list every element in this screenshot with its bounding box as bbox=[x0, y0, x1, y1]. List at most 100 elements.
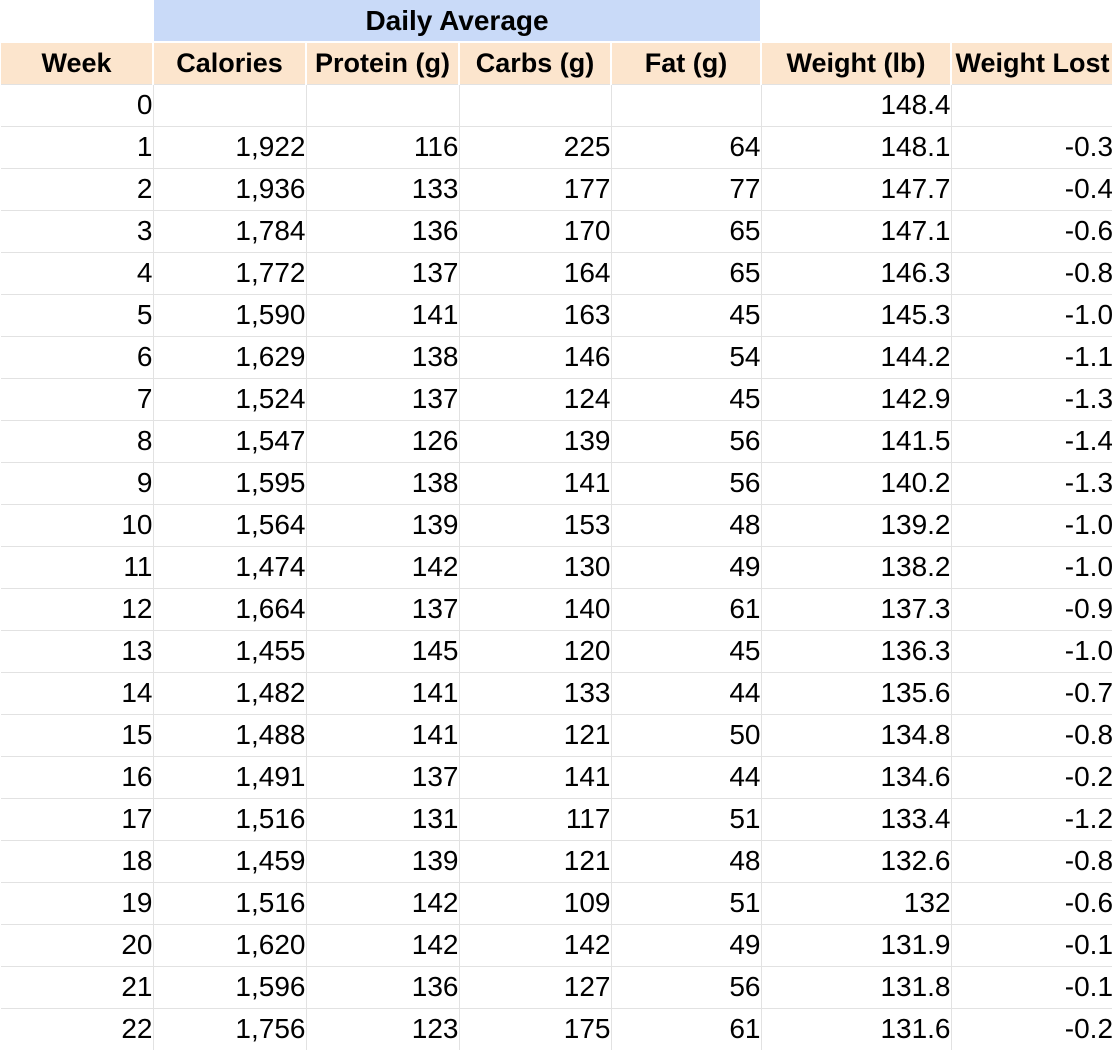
cell-carbs-g[interactable]: 141 bbox=[458, 461, 612, 505]
cell-week[interactable]: 1 bbox=[1, 125, 154, 169]
cell-calories[interactable]: 1,936 bbox=[152, 167, 307, 211]
cell-calories[interactable]: 1,491 bbox=[152, 755, 307, 799]
cell-weight-lost[interactable]: -0.8 bbox=[950, 839, 1112, 883]
cell-weight-lost[interactable]: -1.0 bbox=[950, 545, 1112, 589]
cell-protein-g[interactable]: 131 bbox=[305, 797, 460, 841]
cell-weight-lb[interactable]: 131.9 bbox=[760, 923, 952, 967]
cell-calories[interactable]: 1,922 bbox=[152, 125, 307, 169]
cell-week[interactable]: 14 bbox=[1, 671, 154, 715]
cell-calories[interactable]: 1,474 bbox=[152, 545, 307, 589]
cell-weight-lb[interactable]: 133.4 bbox=[760, 797, 952, 841]
empty-cell[interactable] bbox=[0, 0, 154, 43]
cell-carbs-g[interactable]: 164 bbox=[458, 251, 612, 295]
cell-carbs-g[interactable]: 121 bbox=[458, 839, 612, 883]
cell-weight-lost[interactable]: -0.1 bbox=[950, 923, 1112, 967]
cell-fat-g[interactable]: 65 bbox=[610, 209, 762, 253]
cell-weight-lost[interactable]: -0.9 bbox=[950, 587, 1112, 631]
cell-weight-lost[interactable]: -1.0 bbox=[950, 629, 1112, 673]
cell-protein-g[interactable]: 142 bbox=[305, 545, 460, 589]
column-header-week[interactable]: Week bbox=[1, 41, 154, 85]
cell-carbs-g[interactable]: 140 bbox=[458, 587, 612, 631]
cell-carbs-g[interactable]: 121 bbox=[458, 713, 612, 757]
cell-weight-lb[interactable]: 141.5 bbox=[760, 419, 952, 463]
cell-weight-lb[interactable]: 136.3 bbox=[760, 629, 952, 673]
cell-weight-lost[interactable]: -1.0 bbox=[950, 293, 1112, 337]
cell-week[interactable]: 3 bbox=[1, 209, 154, 253]
cell-week[interactable]: 22 bbox=[1, 1007, 154, 1050]
cell-week[interactable]: 9 bbox=[1, 461, 154, 505]
cell-carbs-g[interactable]: 141 bbox=[458, 755, 612, 799]
cell-week[interactable]: 8 bbox=[1, 419, 154, 463]
cell-week[interactable]: 20 bbox=[1, 923, 154, 967]
cell-calories[interactable]: 1,620 bbox=[152, 923, 307, 967]
empty-cell[interactable] bbox=[760, 0, 1112, 43]
cell-fat-g[interactable]: 61 bbox=[610, 1007, 762, 1050]
cell-week[interactable]: 0 bbox=[1, 83, 154, 127]
column-header-calories[interactable]: Calories bbox=[152, 41, 307, 85]
cell-carbs-g[interactable]: 130 bbox=[458, 545, 612, 589]
cell-fat-g[interactable]: 56 bbox=[610, 461, 762, 505]
cell-protein-g[interactable]: 138 bbox=[305, 461, 460, 505]
cell-weight-lost[interactable]: -1.1 bbox=[950, 335, 1112, 379]
cell-weight-lost[interactable]: -0.1 bbox=[950, 965, 1112, 1009]
cell-protein-g[interactable]: 145 bbox=[305, 629, 460, 673]
cell-weight-lost[interactable]: -0.2 bbox=[950, 1007, 1112, 1050]
cell-week[interactable]: 6 bbox=[1, 335, 154, 379]
cell-fat-g[interactable]: 44 bbox=[610, 755, 762, 799]
cell-fat-g[interactable]: 54 bbox=[610, 335, 762, 379]
cell-carbs-g[interactable]: 127 bbox=[458, 965, 612, 1009]
cell-protein-g[interactable]: 142 bbox=[305, 881, 460, 925]
group-header-daily-average[interactable]: Daily Average bbox=[151, 0, 763, 43]
cell-calories[interactable]: 1,455 bbox=[152, 629, 307, 673]
cell-protein-g[interactable]: 138 bbox=[305, 335, 460, 379]
cell-calories[interactable]: 1,590 bbox=[152, 293, 307, 337]
cell-week[interactable]: 21 bbox=[1, 965, 154, 1009]
cell-carbs-g[interactable]: 139 bbox=[458, 419, 612, 463]
cell-protein-g[interactable]: 136 bbox=[305, 965, 460, 1009]
cell-weight-lost[interactable]: -0.3 bbox=[950, 125, 1112, 169]
cell-weight-lb[interactable]: 145.3 bbox=[760, 293, 952, 337]
cell-fat-g[interactable]: 65 bbox=[610, 251, 762, 295]
cell-week[interactable]: 10 bbox=[1, 503, 154, 547]
cell-weight-lb[interactable]: 137.3 bbox=[760, 587, 952, 631]
cell-carbs-g[interactable]: 175 bbox=[458, 1007, 612, 1050]
cell-weight-lost[interactable]: -0.6 bbox=[950, 209, 1112, 253]
cell-fat-g[interactable]: 45 bbox=[610, 629, 762, 673]
cell-fat-g[interactable]: 64 bbox=[610, 125, 762, 169]
cell-carbs-g[interactable]: 225 bbox=[458, 125, 612, 169]
cell-protein-g[interactable]: 141 bbox=[305, 293, 460, 337]
cell-week[interactable]: 5 bbox=[1, 293, 154, 337]
cell-weight-lb[interactable]: 131.8 bbox=[760, 965, 952, 1009]
column-header-protein-g[interactable]: Protein (g) bbox=[305, 41, 460, 85]
cell-protein-g[interactable] bbox=[305, 83, 460, 127]
cell-protein-g[interactable]: 137 bbox=[305, 755, 460, 799]
cell-weight-lb[interactable]: 148.4 bbox=[760, 83, 952, 127]
cell-week[interactable]: 12 bbox=[1, 587, 154, 631]
cell-weight-lb[interactable]: 132 bbox=[760, 881, 952, 925]
cell-calories[interactable]: 1,547 bbox=[152, 419, 307, 463]
cell-carbs-g[interactable]: 133 bbox=[458, 671, 612, 715]
cell-weight-lb[interactable]: 131.6 bbox=[760, 1007, 952, 1050]
cell-week[interactable]: 11 bbox=[1, 545, 154, 589]
cell-weight-lb[interactable]: 139.2 bbox=[760, 503, 952, 547]
cell-fat-g[interactable]: 48 bbox=[610, 503, 762, 547]
column-header-carbs-g[interactable]: Carbs (g) bbox=[458, 41, 612, 85]
cell-weight-lost[interactable]: -0.8 bbox=[950, 713, 1112, 757]
cell-weight-lb[interactable]: 147.1 bbox=[760, 209, 952, 253]
cell-week[interactable]: 15 bbox=[1, 713, 154, 757]
cell-weight-lb[interactable]: 148.1 bbox=[760, 125, 952, 169]
cell-week[interactable]: 18 bbox=[1, 839, 154, 883]
cell-calories[interactable]: 1,664 bbox=[152, 587, 307, 631]
cell-fat-g[interactable]: 49 bbox=[610, 545, 762, 589]
cell-protein-g[interactable]: 133 bbox=[305, 167, 460, 211]
cell-week[interactable]: 13 bbox=[1, 629, 154, 673]
cell-protein-g[interactable]: 141 bbox=[305, 671, 460, 715]
cell-week[interactable]: 2 bbox=[1, 167, 154, 211]
cell-carbs-g[interactable]: 117 bbox=[458, 797, 612, 841]
cell-fat-g[interactable]: 44 bbox=[610, 671, 762, 715]
cell-fat-g[interactable] bbox=[610, 83, 762, 127]
cell-protein-g[interactable]: 137 bbox=[305, 251, 460, 295]
cell-week[interactable]: 19 bbox=[1, 881, 154, 925]
cell-carbs-g[interactable] bbox=[458, 83, 612, 127]
cell-fat-g[interactable]: 49 bbox=[610, 923, 762, 967]
